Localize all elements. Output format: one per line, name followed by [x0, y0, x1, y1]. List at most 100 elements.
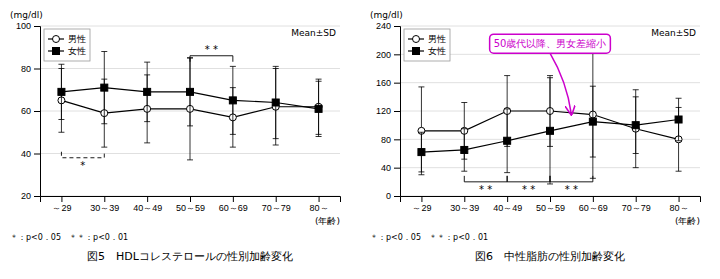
x-axis-line: [401, 197, 701, 203]
x-tick-mark: [276, 196, 277, 202]
significance-bracket: [190, 56, 233, 62]
legend-frame: [44, 29, 90, 61]
annotations: Mean±SD** *: [61, 28, 336, 171]
marks: [418, 51, 682, 184]
error-bar: [187, 58, 193, 126]
y-tick-mark: [394, 26, 400, 27]
x-tick: 50～59: [536, 196, 565, 213]
significance-bracket: [61, 152, 104, 158]
y-tick-mark: [34, 69, 40, 70]
y-tick-label: 160: [376, 78, 391, 88]
x-tick-mark: [190, 196, 191, 202]
x-tick-mark: [233, 196, 234, 202]
note: ＊：p<0．05 ＊＊：p<0．01: [10, 233, 128, 242]
note: ＊：p<0．05 ＊＊：p<0．01: [370, 233, 488, 242]
x-tick: 30～39: [450, 196, 479, 213]
y-tick-mark: [394, 139, 400, 140]
x-tick: 40～49: [133, 196, 162, 213]
y-tick-mark: [394, 111, 400, 112]
x-tick-mark: [147, 196, 148, 202]
legend-label: 男性: [428, 34, 446, 44]
y-axis-title: (mg/dl): [10, 10, 43, 20]
error-bar: [633, 90, 639, 168]
grid-line: [40, 26, 340, 27]
x-tick-label: 60～69: [579, 203, 608, 213]
x-tick-label: 30～39: [450, 203, 479, 213]
x-axis: ～2930～3940～4950～5960～6970～7980～: [401, 196, 701, 213]
x-tick: 30～39: [90, 196, 119, 213]
x-tick-label: 30～39: [90, 203, 119, 213]
significance-label: * *: [479, 184, 492, 195]
callout-text: 50歳代以降、男女差縮小: [494, 38, 607, 49]
x-tick-label: 80～: [670, 203, 689, 213]
grid: [40, 26, 340, 196]
significance-label: * *: [522, 184, 535, 195]
y-tick-label: 200: [376, 50, 391, 60]
marker: [58, 88, 65, 95]
marker: [504, 137, 511, 144]
x-tick: 80～: [670, 196, 689, 213]
x-axis-title: (年齢): [315, 216, 340, 226]
error-bar: [58, 64, 64, 119]
x-tick: ～29: [52, 196, 71, 213]
legend-item: 男性: [48, 34, 86, 44]
error-bar: [230, 66, 236, 134]
legend-label: 女性: [428, 46, 446, 56]
y-tick-label: 40: [21, 149, 31, 159]
marker: [53, 36, 60, 43]
x-tick-mark: [679, 196, 680, 202]
error-bar: [418, 87, 424, 175]
y-tick-mark: [394, 54, 400, 55]
marker: [53, 48, 60, 55]
x-tick: 70～79: [262, 196, 291, 213]
legend-item: 女性: [408, 46, 446, 56]
legend-items: 男性女性: [408, 34, 446, 56]
series: [58, 58, 322, 160]
y-tick: 60: [21, 106, 40, 116]
marker: [144, 88, 151, 95]
annotations: Mean±SD* ** ** *50歳代以降、男女差縮小: [464, 28, 696, 195]
panel: 04080120160200240～2930～3940～4950～5960～69…: [370, 10, 701, 263]
x-tick-mark: [421, 196, 422, 202]
y-tick-label: 80: [381, 135, 391, 145]
legend: 男性女性: [44, 29, 90, 61]
y-tick: 20: [21, 191, 40, 201]
x-axis: ～29 30～39 40～49 50～59 60～69 70～79 80～: [41, 196, 341, 213]
y-tick-label: 240: [376, 21, 391, 31]
error-bar: [418, 132, 424, 172]
y-axis: 0 40 80 120 160 200 240: [376, 21, 401, 201]
x-tick-label: ～29: [52, 203, 71, 213]
x-tick-label: 40～49: [493, 203, 522, 213]
stat-label: Mean±SD: [291, 28, 336, 38]
significance-label: *: [80, 160, 85, 171]
chart-title: 図6 中性脂肪の性別加齢変化: [475, 250, 625, 263]
legend-label: 女性: [68, 46, 86, 56]
y-axis-line: [34, 27, 41, 197]
x-tick: 40～49: [493, 196, 522, 213]
x-tick-label: 40～49: [133, 203, 162, 213]
y-tick-label: 100: [16, 21, 31, 31]
y-tick-mark: [394, 196, 400, 197]
y-tick: 40: [21, 149, 40, 159]
marker: [632, 122, 639, 129]
y-tick: 120: [376, 106, 400, 116]
x-tick: 50～59: [176, 196, 205, 213]
error-bar: [504, 109, 510, 173]
x-tick-mark: [319, 196, 320, 202]
x-tick-label: 70～79: [262, 203, 291, 213]
figure: 20 40 60 80 100 ～29 30～39 40～49 50～59 60～69 70～79 8…: [0, 0, 720, 279]
x-tick-mark: [593, 196, 594, 202]
y-tick-label: 0: [386, 191, 391, 201]
y-tick-mark: [34, 154, 40, 155]
y-axis-line: [394, 27, 401, 197]
callout: 50歳代以降、男女差縮小: [490, 34, 611, 114]
x-tick: 60～69: [219, 196, 248, 213]
x-tick: 80～: [310, 196, 329, 213]
x-tick-label: 60～69: [219, 203, 248, 213]
y-tick: 0: [386, 191, 400, 201]
legend-label: 男性: [68, 34, 86, 44]
y-tick-label: 60: [21, 106, 31, 116]
error-bar: [316, 81, 322, 136]
y-tick-label: 40: [381, 163, 391, 173]
y-tick: 100: [16, 21, 40, 31]
